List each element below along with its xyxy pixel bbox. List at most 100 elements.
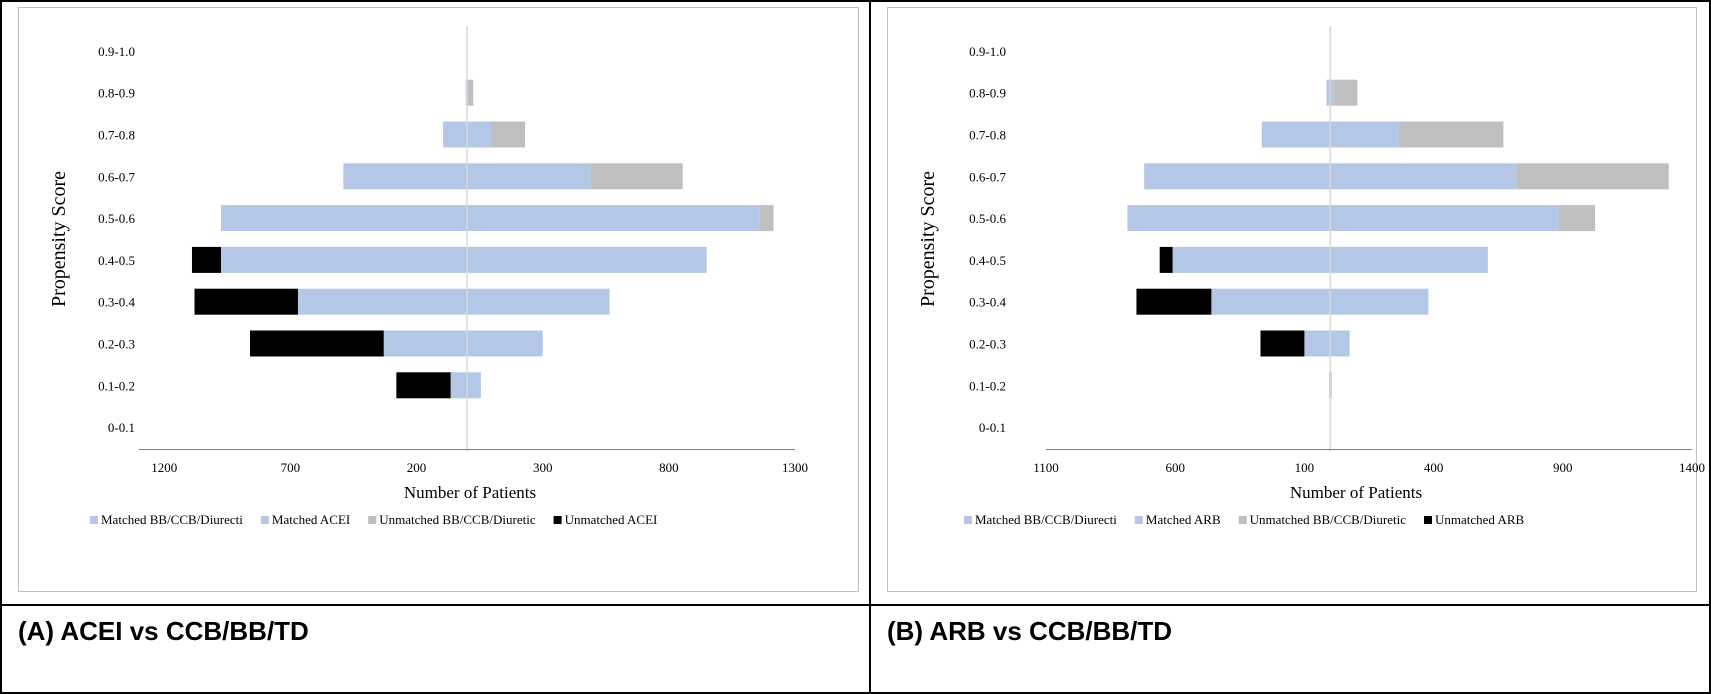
panel-a-x-axis-title: Number of Patients	[404, 483, 536, 502]
panel-a-legend-swatch	[90, 516, 98, 524]
panel-a-category-label: 0.9-1.0	[98, 44, 135, 59]
panel-b-bar-unmatched-arb	[1136, 288, 1212, 315]
panel-b-category-label: 0-0.1	[979, 420, 1006, 435]
panel-b-legend-swatch	[1134, 516, 1143, 524]
panel-a-bar-unmatched-acei	[396, 372, 451, 399]
panel-b-bar-matched-arb	[1330, 79, 1335, 106]
panel-a-chart-frame	[18, 7, 859, 592]
panel-b-bar-unmatched-bb-ccb-diuretic	[1398, 121, 1504, 148]
panel-b-bar-matched-arb	[1330, 121, 1399, 148]
panel-b-bar-unmatched-bb-ccb-diuretic	[1334, 79, 1358, 106]
panel-a-bar-matched-bb-ccb-diurecti	[343, 163, 467, 190]
panel-a-category-label: 0.7-0.8	[98, 128, 135, 143]
panel-a-caption: (A) ACEI vs CCB/BB/TD	[18, 616, 309, 646]
panel-b-chart-frame	[887, 7, 1697, 592]
panel-b-bar-matched-bb-ccb-diurecti	[1144, 163, 1331, 190]
panel-a-legend-swatch	[368, 516, 377, 524]
panel-a-category-label: 0.8-0.9	[98, 86, 135, 101]
panel-a-category-label: 0.4-0.5	[98, 253, 135, 268]
panel-b-caption-cell: (B) ARB vs CCB/BB/TD	[869, 604, 1711, 694]
panel-b-category-label: 0.5-0.6	[969, 211, 1006, 226]
panel-a-category-label: 0.6-0.7	[98, 169, 135, 184]
panel-a-x-tick-label: 300	[533, 460, 553, 475]
panel-b-category-label: 0.7-0.8	[969, 128, 1006, 143]
panel-b-legend-swatch	[1424, 516, 1432, 524]
panel-b-bar-matched-bb-ccb-diurecti	[1261, 121, 1331, 148]
panel-b-bar-matched-arb	[1330, 330, 1350, 357]
panel-b-chart: 0.9-1.0 0.8-0.9 0.7-0.8 0.6-0.7 0.5-0.6 0.4-0…	[917, 26, 1705, 527]
panel-b-bar-unmatched-arb	[1260, 330, 1305, 357]
panel-a-bar-matched-acei	[467, 163, 591, 190]
panel-b-category-label: 0.4-0.5	[969, 253, 1006, 268]
panel-b-bar-matched-bb-ccb-diurecti	[1172, 246, 1331, 273]
panel-a-x-tick-label: 800	[659, 460, 679, 475]
panel-b-cell: 0.9-1.0 0.8-0.9 0.7-0.8 0.6-0.7 0.5-0.6 0.4-0…	[869, 0, 1711, 606]
panel-a-x-tick-label: 1200	[151, 460, 177, 475]
panel-a-bar-unmatched-bb-ccb-diuretic	[590, 163, 683, 190]
panel-a-bar-matched-bb-ccb-diurecti	[221, 205, 467, 232]
panel-a-bar-unmatched-acei	[250, 330, 384, 357]
panel-a-bar-unmatched-bb-ccb-diuretic	[759, 205, 774, 232]
panel-b-bar-matched-bb-ccb-diurecti	[1127, 205, 1331, 232]
panel-b-bar-unmatched-bb-ccb-diuretic	[1558, 205, 1596, 232]
panel-b-bar-unmatched-arb	[1159, 246, 1173, 273]
panel-b-x-tick-label: 1400	[1679, 460, 1705, 475]
panel-a-category-label: 0.1-0.2	[98, 378, 135, 393]
panel-a-bar-unmatched-bb-ccb-diuretic	[468, 79, 474, 106]
panel-b-bar-unmatched-bb-ccb-diuretic	[1516, 163, 1669, 190]
panel-a-bar-matched-bb-ccb-diurecti	[450, 372, 467, 399]
panel-a-bar-matched-acei	[467, 246, 707, 273]
panel-a-bar-matched-acei	[467, 330, 543, 357]
panel-a-category-label: 0.5-0.6	[98, 211, 135, 226]
panel-a-bar-matched-bb-ccb-diurecti	[383, 330, 467, 357]
panel-a-legend-swatch	[553, 516, 562, 524]
panel-b-category-label: 0.6-0.7	[969, 169, 1006, 184]
panel-a-category-label: 0.3-0.4	[98, 295, 135, 310]
panel-a-bar-matched-bb-ccb-diurecti	[297, 288, 467, 315]
panel-b-x-tick-label: 100	[1295, 460, 1315, 475]
panel-b-legend-label: Matched BB/CCB/Diurecti	[975, 512, 1117, 527]
panel-b-legend-label: Unmatched BB/CCB/Diuretic	[1250, 512, 1407, 527]
panel-b-bar-matched-arb	[1330, 163, 1517, 190]
panel-a-legend-swatch	[260, 516, 269, 524]
panel-a-x-tick-label: 200	[407, 460, 427, 475]
panel-a-bar-matched-acei	[467, 121, 491, 148]
panel-b-bar-matched-bb-ccb-diurecti	[1304, 330, 1331, 357]
panel-a-legend-label: Unmatched ACEI	[565, 512, 658, 527]
panel-a-x-tick-label: 1300	[782, 460, 808, 475]
panel-a-y-axis-title: Propensity Score	[48, 171, 70, 307]
panel-a-legend-label: Matched ACEI	[272, 512, 350, 527]
panel-b-bar-matched-bb-ccb-diurecti	[1211, 288, 1331, 315]
panel-b-bar-matched-arb	[1330, 246, 1488, 273]
panel-b-x-tick-label: 900	[1553, 460, 1573, 475]
panel-b-category-label: 0.8-0.9	[969, 86, 1006, 101]
panel-b-x-axis-title: Number of Patients	[1290, 483, 1422, 502]
panel-b-category-label: 0.1-0.2	[969, 378, 1006, 393]
panel-b-category-label: 0.3-0.4	[969, 295, 1006, 310]
panel-a-x-tick-label: 700	[281, 460, 301, 475]
panel-a-cell: 0.9-1.0 0.8-0.9 0.7-0.8 0.6-0.7 0.5-0.6 0.4-0…	[0, 0, 871, 606]
panel-a-legend-label: Unmatched BB/CCB/Diuretic	[379, 512, 536, 527]
panel-b-legend-label: Matched ARB	[1146, 512, 1221, 527]
panel-a-chart: 0.9-1.0 0.8-0.9 0.7-0.8 0.6-0.7 0.5-0.6 0.4-0…	[48, 26, 808, 527]
panel-b-category-label: 0.2-0.3	[969, 337, 1006, 352]
panel-a-bar-matched-bb-ccb-diurecti	[221, 246, 467, 273]
panel-a-bar-unmatched-acei	[191, 246, 221, 273]
panel-a-bar-matched-bb-ccb-diurecti	[443, 121, 467, 148]
panel-b-bar-matched-bb-ccb-diurecti	[1326, 79, 1331, 106]
panel-a-bar-matched-acei	[467, 205, 760, 232]
panel-b-legend-label: Unmatched ARB	[1435, 512, 1525, 527]
panel-b-x-tick-label: 400	[1424, 460, 1444, 475]
panel-a-bar-unmatched-acei	[194, 288, 298, 315]
panel-a-legend-label: Matched BB/CCB/Diurecti	[101, 512, 243, 527]
panel-b-bar-matched-arb	[1330, 205, 1559, 232]
panel-b-bar-matched-arb	[1330, 288, 1429, 315]
panel-a-bar-matched-acei	[467, 372, 481, 399]
panel-a-caption-cell: (A) ACEI vs CCB/BB/TD	[0, 604, 871, 694]
panel-b-legend-swatch	[964, 516, 972, 524]
panel-a-bar-matched-acei	[467, 288, 610, 315]
panel-b-x-tick-label: 600	[1165, 460, 1185, 475]
panel-a-bar-unmatched-bb-ccb-diuretic	[490, 121, 526, 148]
panel-a-category-label: 0.2-0.3	[98, 337, 135, 352]
panel-b-caption: (B) ARB vs CCB/BB/TD	[887, 616, 1173, 646]
